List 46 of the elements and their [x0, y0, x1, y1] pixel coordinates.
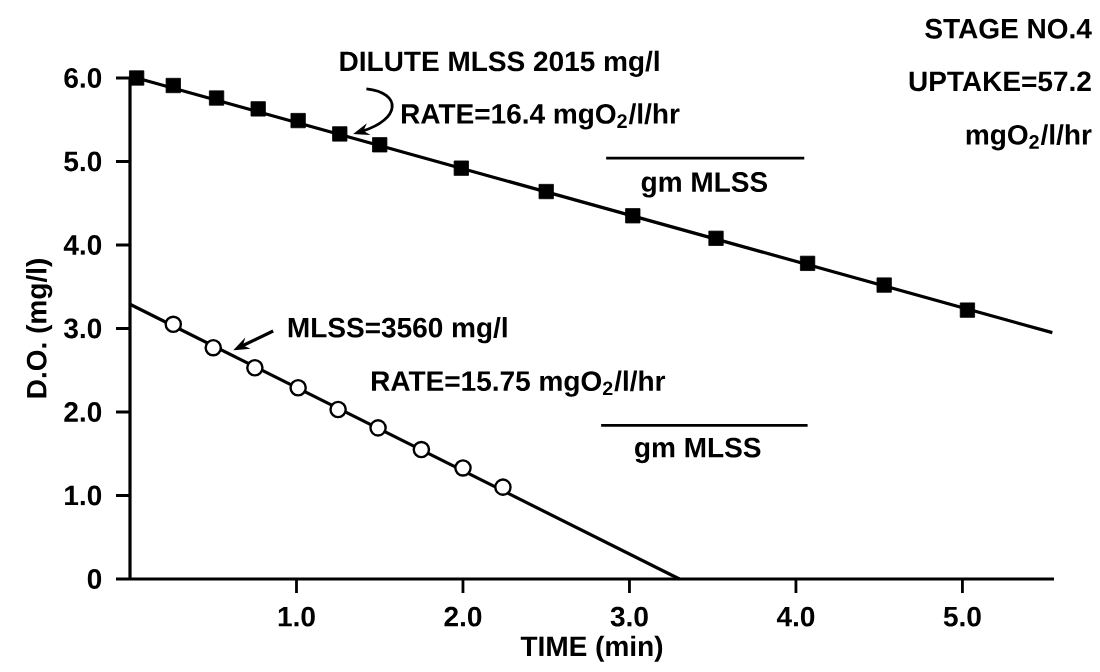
point	[165, 77, 181, 94]
x-tick-label: 1.0	[278, 606, 315, 627]
point	[412, 440, 431, 459]
annotation: mgO$_{2}$/l/hr	[966, 124, 1092, 151]
point	[369, 419, 387, 437]
text: DILUTE MLSS 2015 mg/l	[340, 50, 659, 77]
annotation: gm MLSS	[641, 172, 768, 198]
x-tick-label: 4.0	[776, 606, 815, 627]
point	[204, 338, 223, 357]
x-tick-label: 5.0	[943, 606, 981, 627]
point	[800, 255, 816, 271]
point	[625, 208, 641, 224]
annotation: MLSS=3560 mg/l	[288, 317, 507, 344]
annotation: RATE=16.4 mgO$_{2}$/l/hr	[401, 103, 680, 130]
x-axis-title: TIME (min)	[520, 635, 663, 662]
point	[494, 478, 512, 496]
point	[246, 358, 264, 377]
point	[250, 101, 266, 117]
point	[708, 230, 724, 246]
point	[876, 277, 892, 293]
point	[372, 137, 388, 153]
point	[329, 400, 347, 419]
point	[538, 183, 554, 200]
y-tick-label: 2.0	[64, 402, 102, 422]
y-tick-label: 1.0	[65, 485, 102, 506]
point	[454, 459, 472, 477]
annotation: gm MLSS	[635, 437, 761, 464]
point	[164, 315, 183, 334]
y-axis-title: D.O. (mg/l)	[26, 259, 53, 398]
y-tick-label: 5.0	[64, 151, 102, 172]
point	[332, 126, 348, 142]
y-tick-label: 4.0	[63, 235, 102, 255]
y-tick-label: 3.0	[63, 318, 102, 339]
annotation: UPTAKE=57.2	[909, 71, 1091, 92]
point	[289, 378, 307, 397]
point	[453, 160, 469, 176]
point	[129, 70, 145, 86]
point	[208, 90, 225, 106]
y-tick-label: 0	[87, 569, 102, 589]
x-tick-label: 3.0	[610, 606, 648, 627]
point	[959, 302, 976, 318]
text: STAGE NO.4	[925, 18, 1092, 39]
point	[290, 112, 306, 129]
x-tick-label: 2.0	[444, 606, 482, 627]
annotation: RATE=15.75 mgO$_{2}$/l/hr	[372, 370, 666, 397]
y-tick-label: 6.0	[64, 68, 102, 88]
